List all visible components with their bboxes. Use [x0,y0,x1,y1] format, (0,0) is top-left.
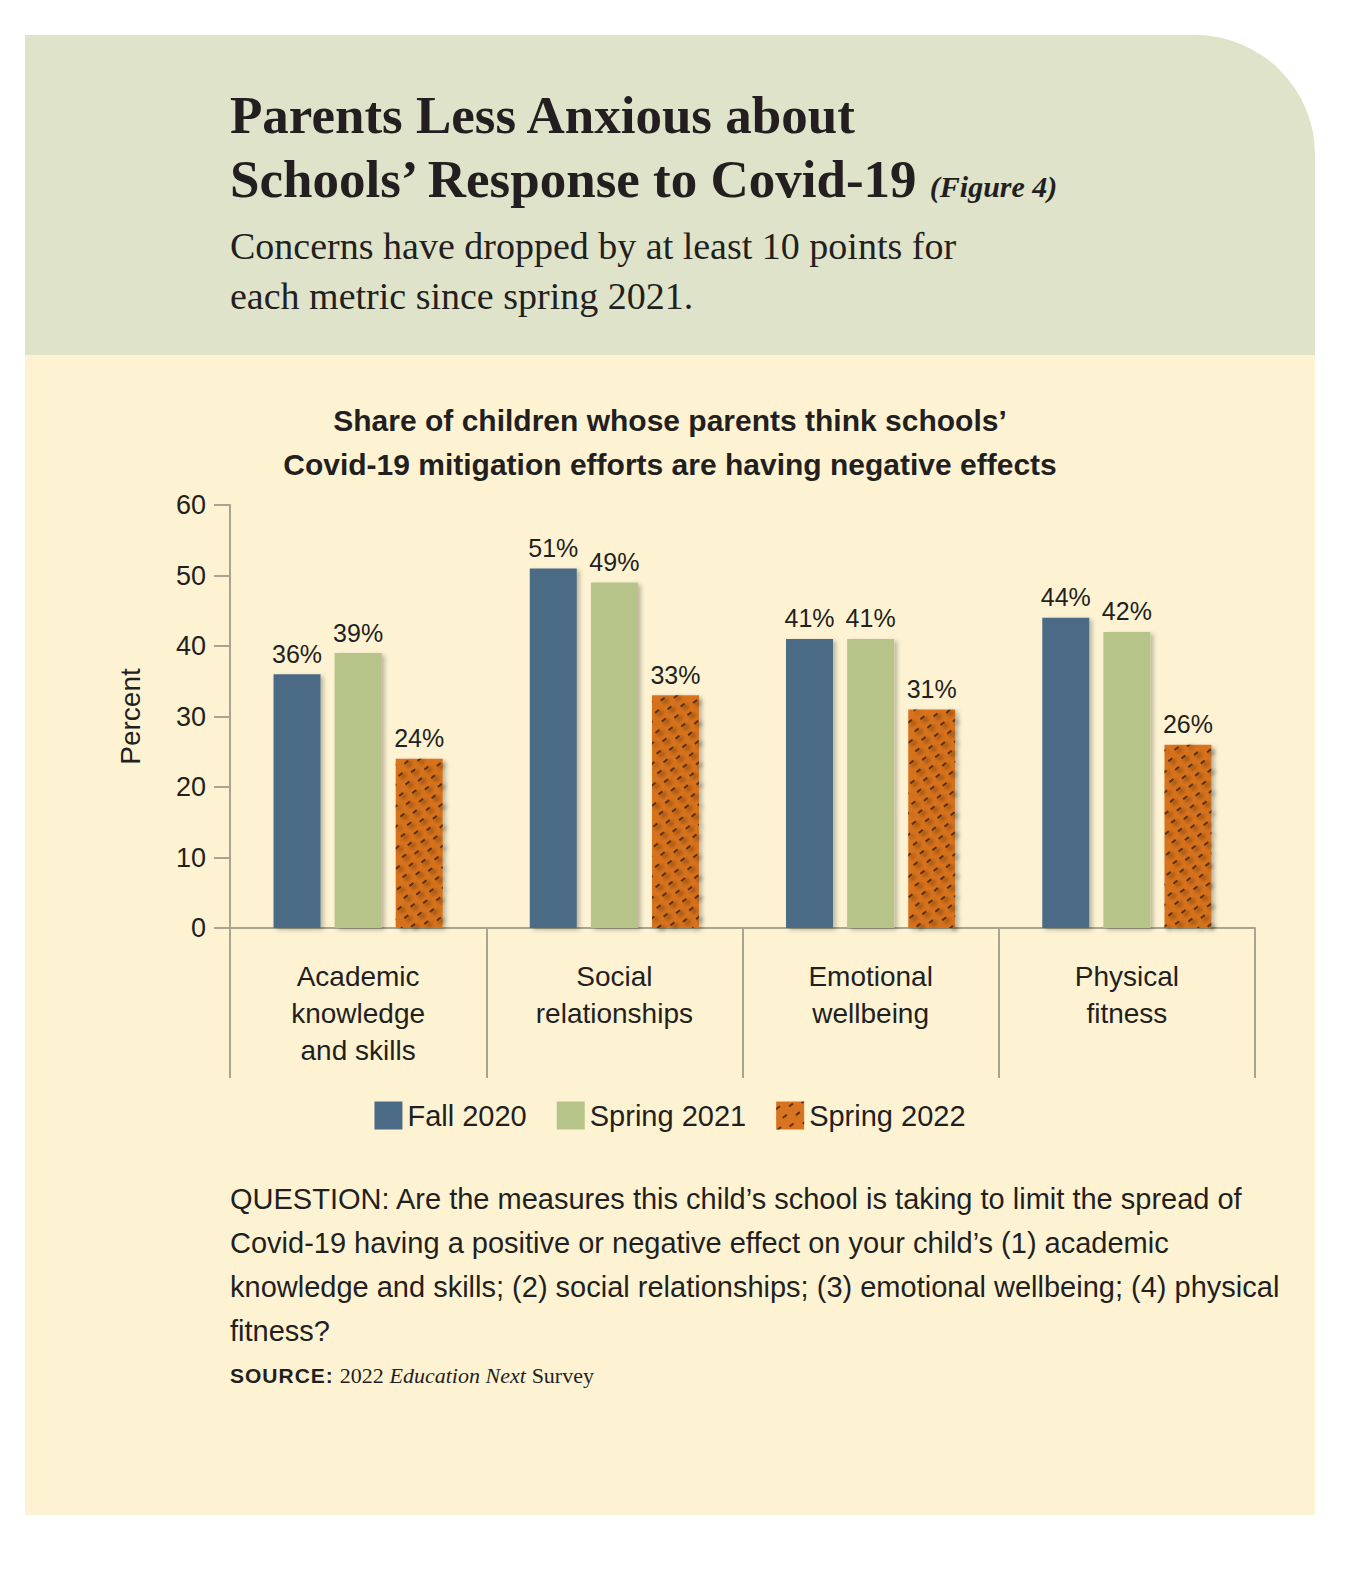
svg-text:24%: 24% [394,724,444,752]
html-text:SOURCE: 2022 Education Next Su: SOURCE: 2022 Education Next Survey [230,1363,594,1388]
svg-text:10: 10 [176,843,206,873]
svg-text:0: 0 [191,913,206,943]
svg-text:26%: 26% [1163,710,1213,738]
svg-text:44%: 44% [1041,583,1091,611]
svg-text:Academic: Academic [297,961,420,992]
svg-text:41%: 41% [846,604,896,632]
svg-text:knowledge: knowledge [291,998,425,1029]
svg-text:wellbeing: wellbeing [811,998,929,1029]
svg-text:31%: 31% [907,675,957,703]
svg-text:20: 20 [176,772,206,802]
svg-text:Physical: Physical [1075,961,1179,992]
html-text:Concerns have dropped by at le: Concerns have dropped by at least 10 poi… [230,225,956,317]
svg-text:33%: 33% [650,661,700,689]
svg-text:and skills: and skills [301,1035,416,1066]
svg-text:relationships: relationships [536,998,693,1029]
svg-text:fitness: fitness [1086,998,1167,1029]
svg-text:40: 40 [176,631,206,661]
svg-text:Social: Social [576,961,652,992]
html-text:Parents Less Anxious about Sch: Parents Less Anxious about Schools’ Resp… [230,86,1058,208]
svg-text:Share of children whose parent: Share of children whose parents think sc… [333,404,1006,437]
svg-text:60: 60 [176,490,206,520]
svg-text:Covid-19 mitigation efforts ar: Covid-19 mitigation efforts are having n… [283,448,1057,481]
svg-text:50: 50 [176,561,206,591]
svg-text:42%: 42% [1102,597,1152,625]
svg-text:41%: 41% [785,604,835,632]
svg-text:Percent: Percent [115,668,146,765]
svg-text:39%: 39% [333,619,383,647]
svg-text:Emotional: Emotional [808,961,933,992]
svg-text:30: 30 [176,702,206,732]
svg-text:Fall 2020: Fall 2020 [407,1100,526,1132]
svg-text:36%: 36% [272,640,322,668]
html-text:QUESTION: Are the measures thi: QUESTION: Are the measures this child’s … [230,1183,1280,1347]
svg-text:49%: 49% [589,548,639,576]
svg-text:Spring 2022: Spring 2022 [809,1100,965,1132]
svg-text:51%: 51% [528,534,578,562]
svg-text:Spring 2021: Spring 2021 [590,1100,746,1132]
